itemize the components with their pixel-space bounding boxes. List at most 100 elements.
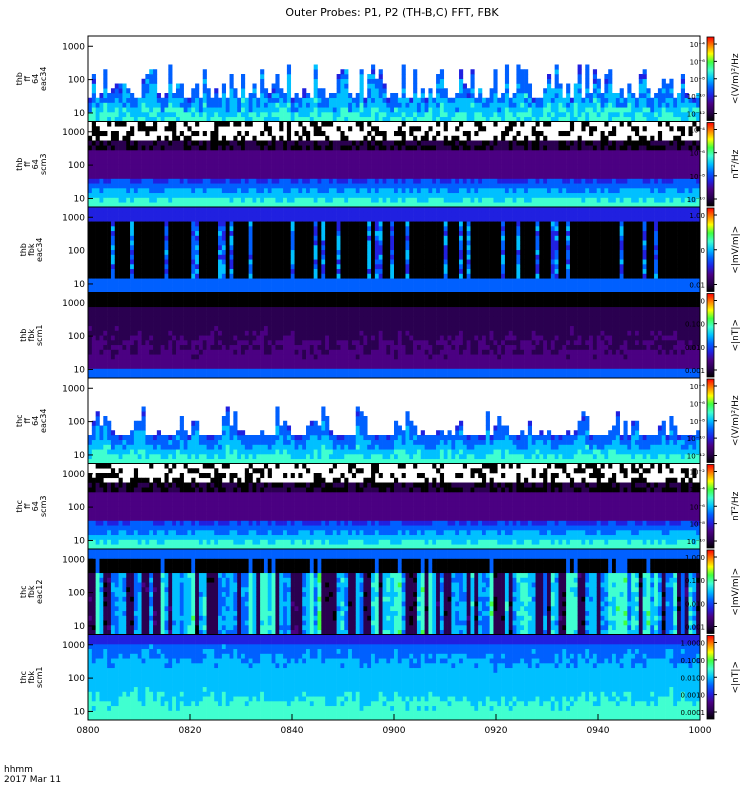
heatmap-cell bbox=[241, 103, 245, 108]
heatmap-cell bbox=[252, 188, 256, 193]
heatmap-cell bbox=[673, 98, 677, 103]
heatmap-cell bbox=[260, 84, 264, 89]
heatmap-cell bbox=[440, 112, 444, 117]
heatmap-cell bbox=[122, 179, 126, 184]
heatmap-cell bbox=[604, 88, 608, 93]
heatmap-cell bbox=[646, 88, 650, 93]
heatmap-cell bbox=[524, 107, 528, 112]
heatmap-cell bbox=[149, 74, 153, 79]
heatmap-cell bbox=[574, 84, 578, 89]
heatmap-cell bbox=[493, 74, 497, 79]
heatmap-cell bbox=[574, 103, 578, 108]
heatmap-cell bbox=[624, 98, 628, 103]
heatmap-cell bbox=[168, 193, 172, 198]
heatmap-cell bbox=[210, 174, 214, 179]
heatmap-cell bbox=[581, 112, 585, 117]
heatmap-cell bbox=[134, 112, 138, 117]
heatmap-cell bbox=[402, 93, 406, 98]
heatmap-cell bbox=[180, 84, 184, 89]
heatmap-cell bbox=[252, 169, 256, 174]
heatmap-cell bbox=[383, 112, 387, 117]
heatmap-cell bbox=[176, 88, 180, 93]
heatmap-cell bbox=[222, 107, 226, 112]
heatmap-cell bbox=[122, 122, 126, 127]
heatmap-cell bbox=[666, 93, 670, 98]
heatmap-cell bbox=[130, 93, 134, 98]
heatmap-cell bbox=[666, 107, 670, 112]
heatmap-cell bbox=[222, 103, 226, 108]
heatmap-cell bbox=[103, 188, 107, 193]
heatmap-cell bbox=[260, 79, 264, 84]
heatmap-cell bbox=[222, 145, 226, 150]
heatmap-cell bbox=[409, 112, 413, 117]
heatmap-cell bbox=[119, 179, 123, 184]
heatmap-cell bbox=[574, 93, 578, 98]
heatmap-cell bbox=[463, 98, 467, 103]
heatmap-cell bbox=[115, 145, 119, 150]
heatmap-cell bbox=[624, 107, 628, 112]
heatmap-cell bbox=[620, 98, 624, 103]
heatmap-cell bbox=[428, 107, 432, 112]
heatmap-cell bbox=[142, 160, 146, 165]
heatmap-cell bbox=[601, 107, 605, 112]
heatmap-cell bbox=[249, 193, 253, 198]
heatmap-cell bbox=[138, 160, 142, 165]
heatmap-cell bbox=[187, 169, 191, 174]
heatmap-cell bbox=[103, 198, 107, 203]
heatmap-cell bbox=[249, 188, 253, 193]
heatmap-cell bbox=[616, 98, 620, 103]
heatmap-cell bbox=[558, 88, 562, 93]
heatmap-cell bbox=[153, 93, 157, 98]
heatmap-cell bbox=[635, 112, 639, 117]
heatmap-cell bbox=[99, 103, 103, 108]
heatmap-cell bbox=[222, 84, 226, 89]
heatmap-cell bbox=[562, 112, 566, 117]
heatmap-cell bbox=[172, 136, 176, 141]
heatmap-cell bbox=[252, 88, 256, 93]
heatmap-cell bbox=[264, 88, 268, 93]
heatmap-cell bbox=[558, 98, 562, 103]
heatmap-cell bbox=[264, 193, 268, 198]
heatmap-cell bbox=[673, 107, 677, 112]
heatmap-cell bbox=[608, 79, 612, 84]
heatmap-cell bbox=[440, 93, 444, 98]
heatmap-cell bbox=[417, 107, 421, 112]
heatmap-cell bbox=[279, 112, 283, 117]
heatmap-cell bbox=[230, 183, 234, 188]
heatmap-cell bbox=[620, 107, 624, 112]
heatmap-cell bbox=[88, 179, 92, 184]
heatmap-cell bbox=[107, 141, 111, 146]
heatmap-cell bbox=[226, 179, 230, 184]
heatmap-cell bbox=[543, 107, 547, 112]
heatmap-cell bbox=[597, 112, 601, 117]
heatmap-cell bbox=[210, 193, 214, 198]
heatmap-cell bbox=[516, 79, 520, 84]
heatmap-cell bbox=[329, 103, 333, 108]
heatmap-cell bbox=[161, 193, 165, 198]
heatmap-cell bbox=[157, 145, 161, 150]
heatmap-cell bbox=[616, 112, 620, 117]
heatmap-cell bbox=[203, 141, 207, 146]
heatmap-cell bbox=[210, 169, 214, 174]
heatmap-cell bbox=[176, 136, 180, 141]
heatmap-cell bbox=[111, 141, 115, 146]
heatmap-cell bbox=[187, 174, 191, 179]
heatmap-cell bbox=[245, 122, 249, 127]
heatmap-cell bbox=[639, 93, 643, 98]
heatmap-cell bbox=[233, 103, 237, 108]
heatmap-cell bbox=[318, 93, 322, 98]
heatmap-cell bbox=[153, 122, 157, 127]
heatmap-cell bbox=[195, 169, 199, 174]
heatmap-cell bbox=[207, 155, 211, 160]
heatmap-cell bbox=[142, 164, 146, 169]
heatmap-cell bbox=[199, 193, 203, 198]
heatmap-cell bbox=[558, 103, 562, 108]
heatmap-cell bbox=[210, 183, 214, 188]
heatmap-cell bbox=[543, 93, 547, 98]
heatmap-cell bbox=[96, 169, 100, 174]
heatmap-cell bbox=[478, 112, 482, 117]
heatmap-cell bbox=[184, 98, 188, 103]
heatmap-cell bbox=[604, 93, 608, 98]
heatmap-cell bbox=[654, 103, 658, 108]
heatmap-cell bbox=[256, 188, 260, 193]
